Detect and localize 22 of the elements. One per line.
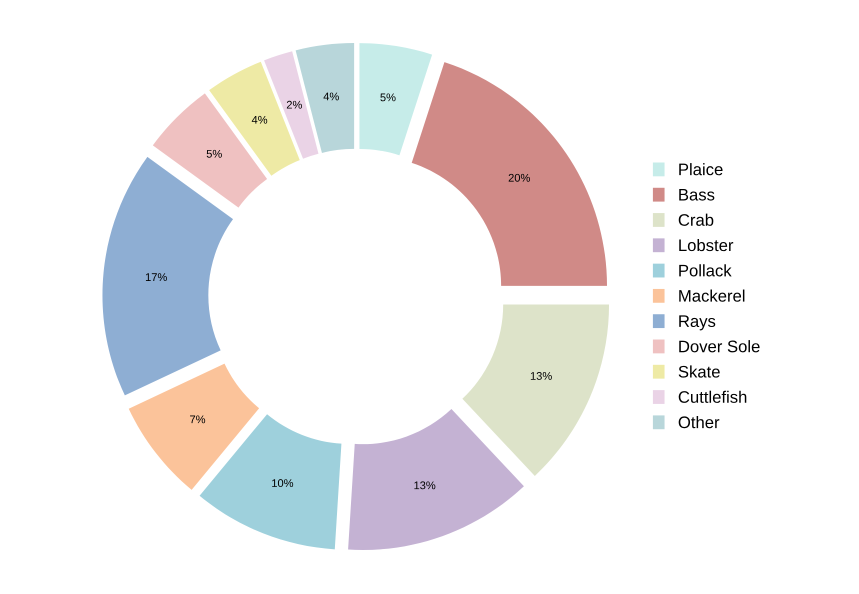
data-label: 4% — [252, 116, 268, 124]
data-label: 13% — [530, 372, 552, 380]
data-label: 5% — [380, 93, 396, 102]
legend-label: Rays — [679, 315, 716, 330]
data-label: 2% — [286, 100, 302, 109]
data-label: 10% — [272, 479, 294, 488]
legend-label: Pollack — [679, 264, 732, 276]
data-label: 4% — [323, 92, 339, 100]
legend-label: Skate — [678, 365, 720, 378]
legend-label: Lobster — [679, 238, 734, 252]
legend-label: Cuttlefish — [678, 390, 746, 403]
legend-label: Bass — [679, 188, 714, 201]
legend-label: Plaice — [679, 163, 723, 176]
legend-label: Mackerel — [679, 290, 744, 302]
data-label: 20% — [508, 174, 530, 182]
legend-label: Other — [678, 416, 720, 428]
data-label: 17% — [146, 273, 167, 282]
data-label: 5% — [206, 150, 222, 158]
data-label: 13% — [414, 481, 436, 490]
legend-label: Crab — [678, 214, 714, 226]
data-label: 7% — [190, 415, 206, 424]
legend-label: Dover Sole — [679, 340, 760, 352]
